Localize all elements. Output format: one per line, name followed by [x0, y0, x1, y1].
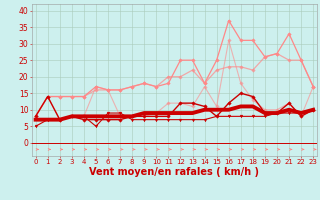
X-axis label: Vent moyen/en rafales ( km/h ): Vent moyen/en rafales ( km/h ) [89, 167, 260, 177]
